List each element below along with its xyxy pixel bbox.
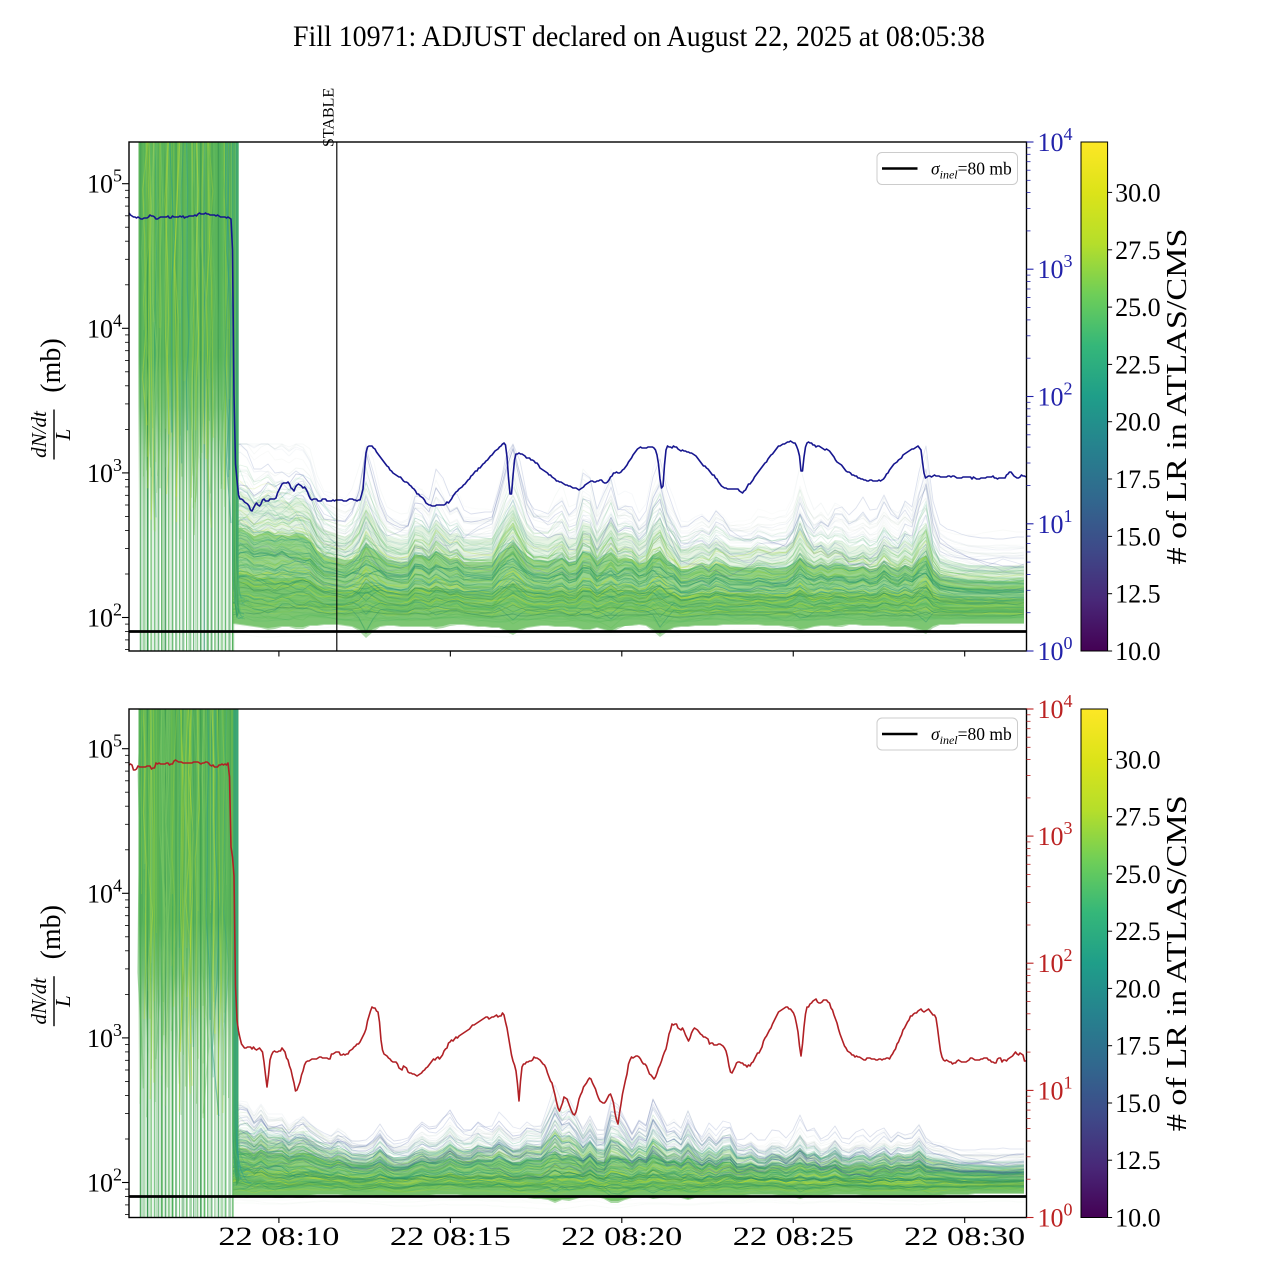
svg-text:27.5: 27.5: [1115, 236, 1161, 265]
svg-text:L: L: [51, 429, 75, 442]
svg-text:# of LR in ATLAS/CMS: # of LR in ATLAS/CMS: [1161, 795, 1193, 1131]
svg-text:dN/dt: dN/dt: [27, 410, 51, 458]
svg-text:# of LR in ATLAS/CMS: # of LR in ATLAS/CMS: [1161, 229, 1193, 565]
svg-text:12.5: 12.5: [1115, 580, 1161, 609]
svg-text:15.0: 15.0: [1115, 522, 1161, 551]
svg-text:22 08:20: 22 08:20: [561, 1222, 682, 1251]
svg-text:22 08:15: 22 08:15: [390, 1222, 511, 1251]
svg-text:22.5: 22.5: [1115, 917, 1161, 946]
svg-text:(mb): (mb): [36, 905, 67, 959]
svg-text:L: L: [51, 995, 75, 1008]
svg-text:22 08:10: 22 08:10: [218, 1222, 339, 1251]
svg-text:25.0: 25.0: [1115, 293, 1161, 322]
svg-text:22 08:30: 22 08:30: [904, 1222, 1025, 1251]
svg-text:dN/dt: dN/dt: [27, 977, 51, 1025]
svg-text:105: 105: [87, 731, 122, 764]
svg-text:30.0: 30.0: [1115, 178, 1161, 207]
svg-text:17.5: 17.5: [1115, 465, 1161, 494]
svg-text:27.5: 27.5: [1115, 803, 1161, 832]
svg-text:102: 102: [87, 1165, 122, 1198]
svg-text:σinel=80 mb: σinel=80 mb: [931, 159, 1012, 182]
svg-text:STABLE: STABLE: [321, 88, 338, 147]
svg-text:10.0: 10.0: [1115, 1204, 1161, 1233]
svg-text:30.0: 30.0: [1115, 745, 1161, 774]
svg-text:22 08:25: 22 08:25: [733, 1222, 854, 1251]
svg-text:25.0: 25.0: [1115, 860, 1161, 889]
svg-text:12.5: 12.5: [1115, 1146, 1161, 1175]
svg-text:10.0: 10.0: [1115, 637, 1161, 666]
svg-text:20.0: 20.0: [1115, 974, 1161, 1003]
svg-text:(mb): (mb): [36, 338, 67, 392]
svg-text:22.5: 22.5: [1115, 350, 1161, 379]
svg-text:15.0: 15.0: [1115, 1089, 1161, 1118]
svg-text:σinel=80 mb: σinel=80 mb: [931, 724, 1012, 747]
svg-text:17.5: 17.5: [1115, 1032, 1161, 1061]
svg-text:Fill 10971: ADJUST declared on: Fill 10971: ADJUST declared on August 22…: [293, 20, 985, 53]
svg-text:20.0: 20.0: [1115, 408, 1161, 437]
